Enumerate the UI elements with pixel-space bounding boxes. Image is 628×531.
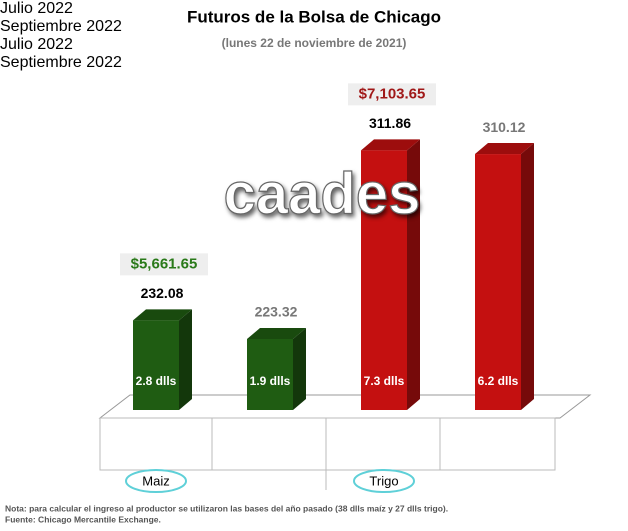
bar-label: 6.2 dlls bbox=[478, 374, 519, 388]
x-tick-label: Julio 2022 bbox=[0, 36, 73, 53]
bar-label: 1.9 dlls bbox=[250, 374, 291, 388]
bar bbox=[361, 150, 407, 410]
bar-side bbox=[407, 139, 420, 410]
group-oval bbox=[125, 469, 187, 493]
bar bbox=[247, 339, 293, 410]
annotation-box bbox=[348, 83, 436, 106]
group-label: Trigo bbox=[369, 473, 398, 488]
chart-title: Futuros de la Bolsa de Chicago bbox=[187, 7, 441, 26]
group-label: Maiz bbox=[142, 473, 169, 488]
value-label: 311.86 bbox=[369, 115, 411, 131]
annotation: $7,103.65 bbox=[359, 85, 426, 102]
annotation: $5,661.65 bbox=[131, 255, 198, 272]
bar-side bbox=[293, 328, 306, 410]
bar-top bbox=[247, 328, 306, 340]
bar-top bbox=[133, 309, 192, 321]
bar-side bbox=[521, 143, 534, 410]
bar-side bbox=[179, 309, 192, 410]
group-oval bbox=[353, 469, 415, 493]
bar-top bbox=[475, 143, 534, 155]
value-label: 310.12 bbox=[483, 119, 526, 135]
note: Fuente: Chicago Mercantile Exchange. bbox=[5, 514, 161, 524]
x-tick-label: Septiembre 2022 bbox=[0, 54, 122, 71]
note: Nota: para calcular el ingreso al produc… bbox=[5, 503, 448, 513]
bar bbox=[133, 320, 179, 410]
bar-label: 2.8 dlls bbox=[136, 374, 177, 388]
bar-label: 7.3 dlls bbox=[364, 374, 405, 388]
category-axis bbox=[99, 417, 556, 471]
bar-top bbox=[361, 139, 420, 151]
watermark: caades bbox=[224, 161, 421, 226]
value-label: 232.08 bbox=[141, 285, 184, 301]
x-tick-label: Septiembre 2022 bbox=[0, 18, 122, 35]
annotation-box bbox=[120, 253, 208, 276]
chart-subtitle: (lunes 22 de noviembre de 2021) bbox=[222, 36, 407, 50]
x-tick-label: Julio 2022 bbox=[0, 0, 73, 17]
value-label: 223.32 bbox=[255, 304, 298, 320]
bar bbox=[475, 154, 521, 410]
